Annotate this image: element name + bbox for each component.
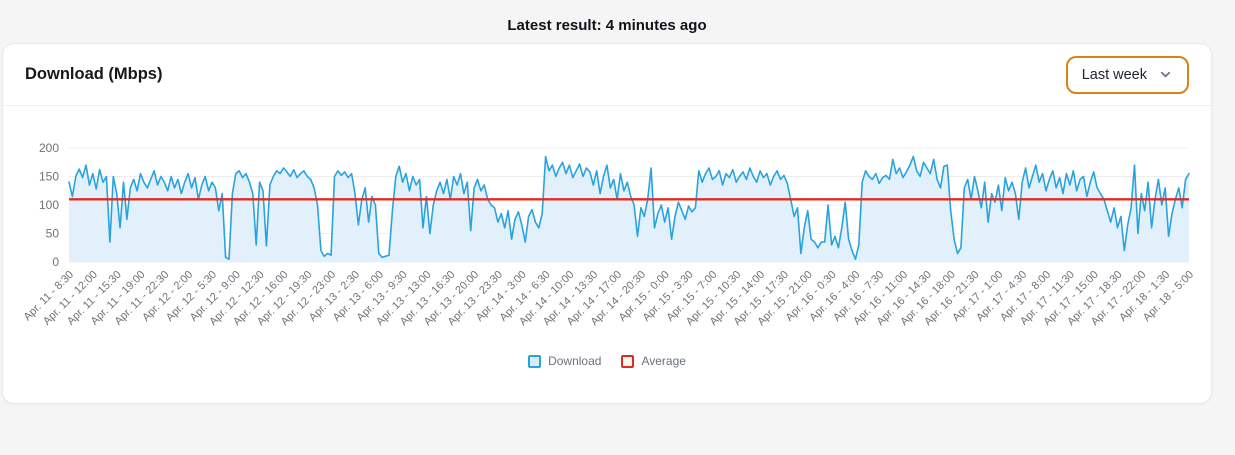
- chart-area: 0 50 100 150 200 Apr. 11 - 8:30 Apr. 11 - 12:0…: [3, 106, 1211, 368]
- average-swatch-icon: [621, 354, 635, 368]
- card-header: Download (Mbps) Last week: [3, 44, 1211, 106]
- y-axis-labels: 0 50 100 150 200: [39, 141, 59, 269]
- legend-item-download[interactable]: Download: [528, 354, 601, 368]
- download-card: Download (Mbps) Last week 0 50 100 150 200 Ap…: [2, 43, 1212, 404]
- chevron-down-icon: [1160, 71, 1171, 78]
- latest-result: Latest result: 4 minutes ago: [507, 17, 707, 34]
- svg-text:200: 200: [39, 141, 59, 155]
- svg-text:100: 100: [39, 198, 59, 212]
- time-range-select[interactable]: Last week: [1065, 55, 1189, 94]
- svg-text:0: 0: [52, 255, 59, 269]
- svg-text:150: 150: [39, 170, 59, 184]
- legend-item-average[interactable]: Average: [621, 354, 686, 368]
- svg-text:50: 50: [46, 227, 60, 241]
- legend-label-download: Download: [548, 354, 602, 368]
- download-series: [68, 155, 1190, 260]
- chart-legend: Download Average: [3, 354, 1211, 368]
- download-swatch-icon: [528, 354, 542, 368]
- time-range-value: Last week: [1081, 66, 1147, 83]
- download-area: [69, 156, 1189, 262]
- card-title: Download (Mbps): [25, 65, 163, 83]
- legend-label-average: Average: [641, 354, 686, 368]
